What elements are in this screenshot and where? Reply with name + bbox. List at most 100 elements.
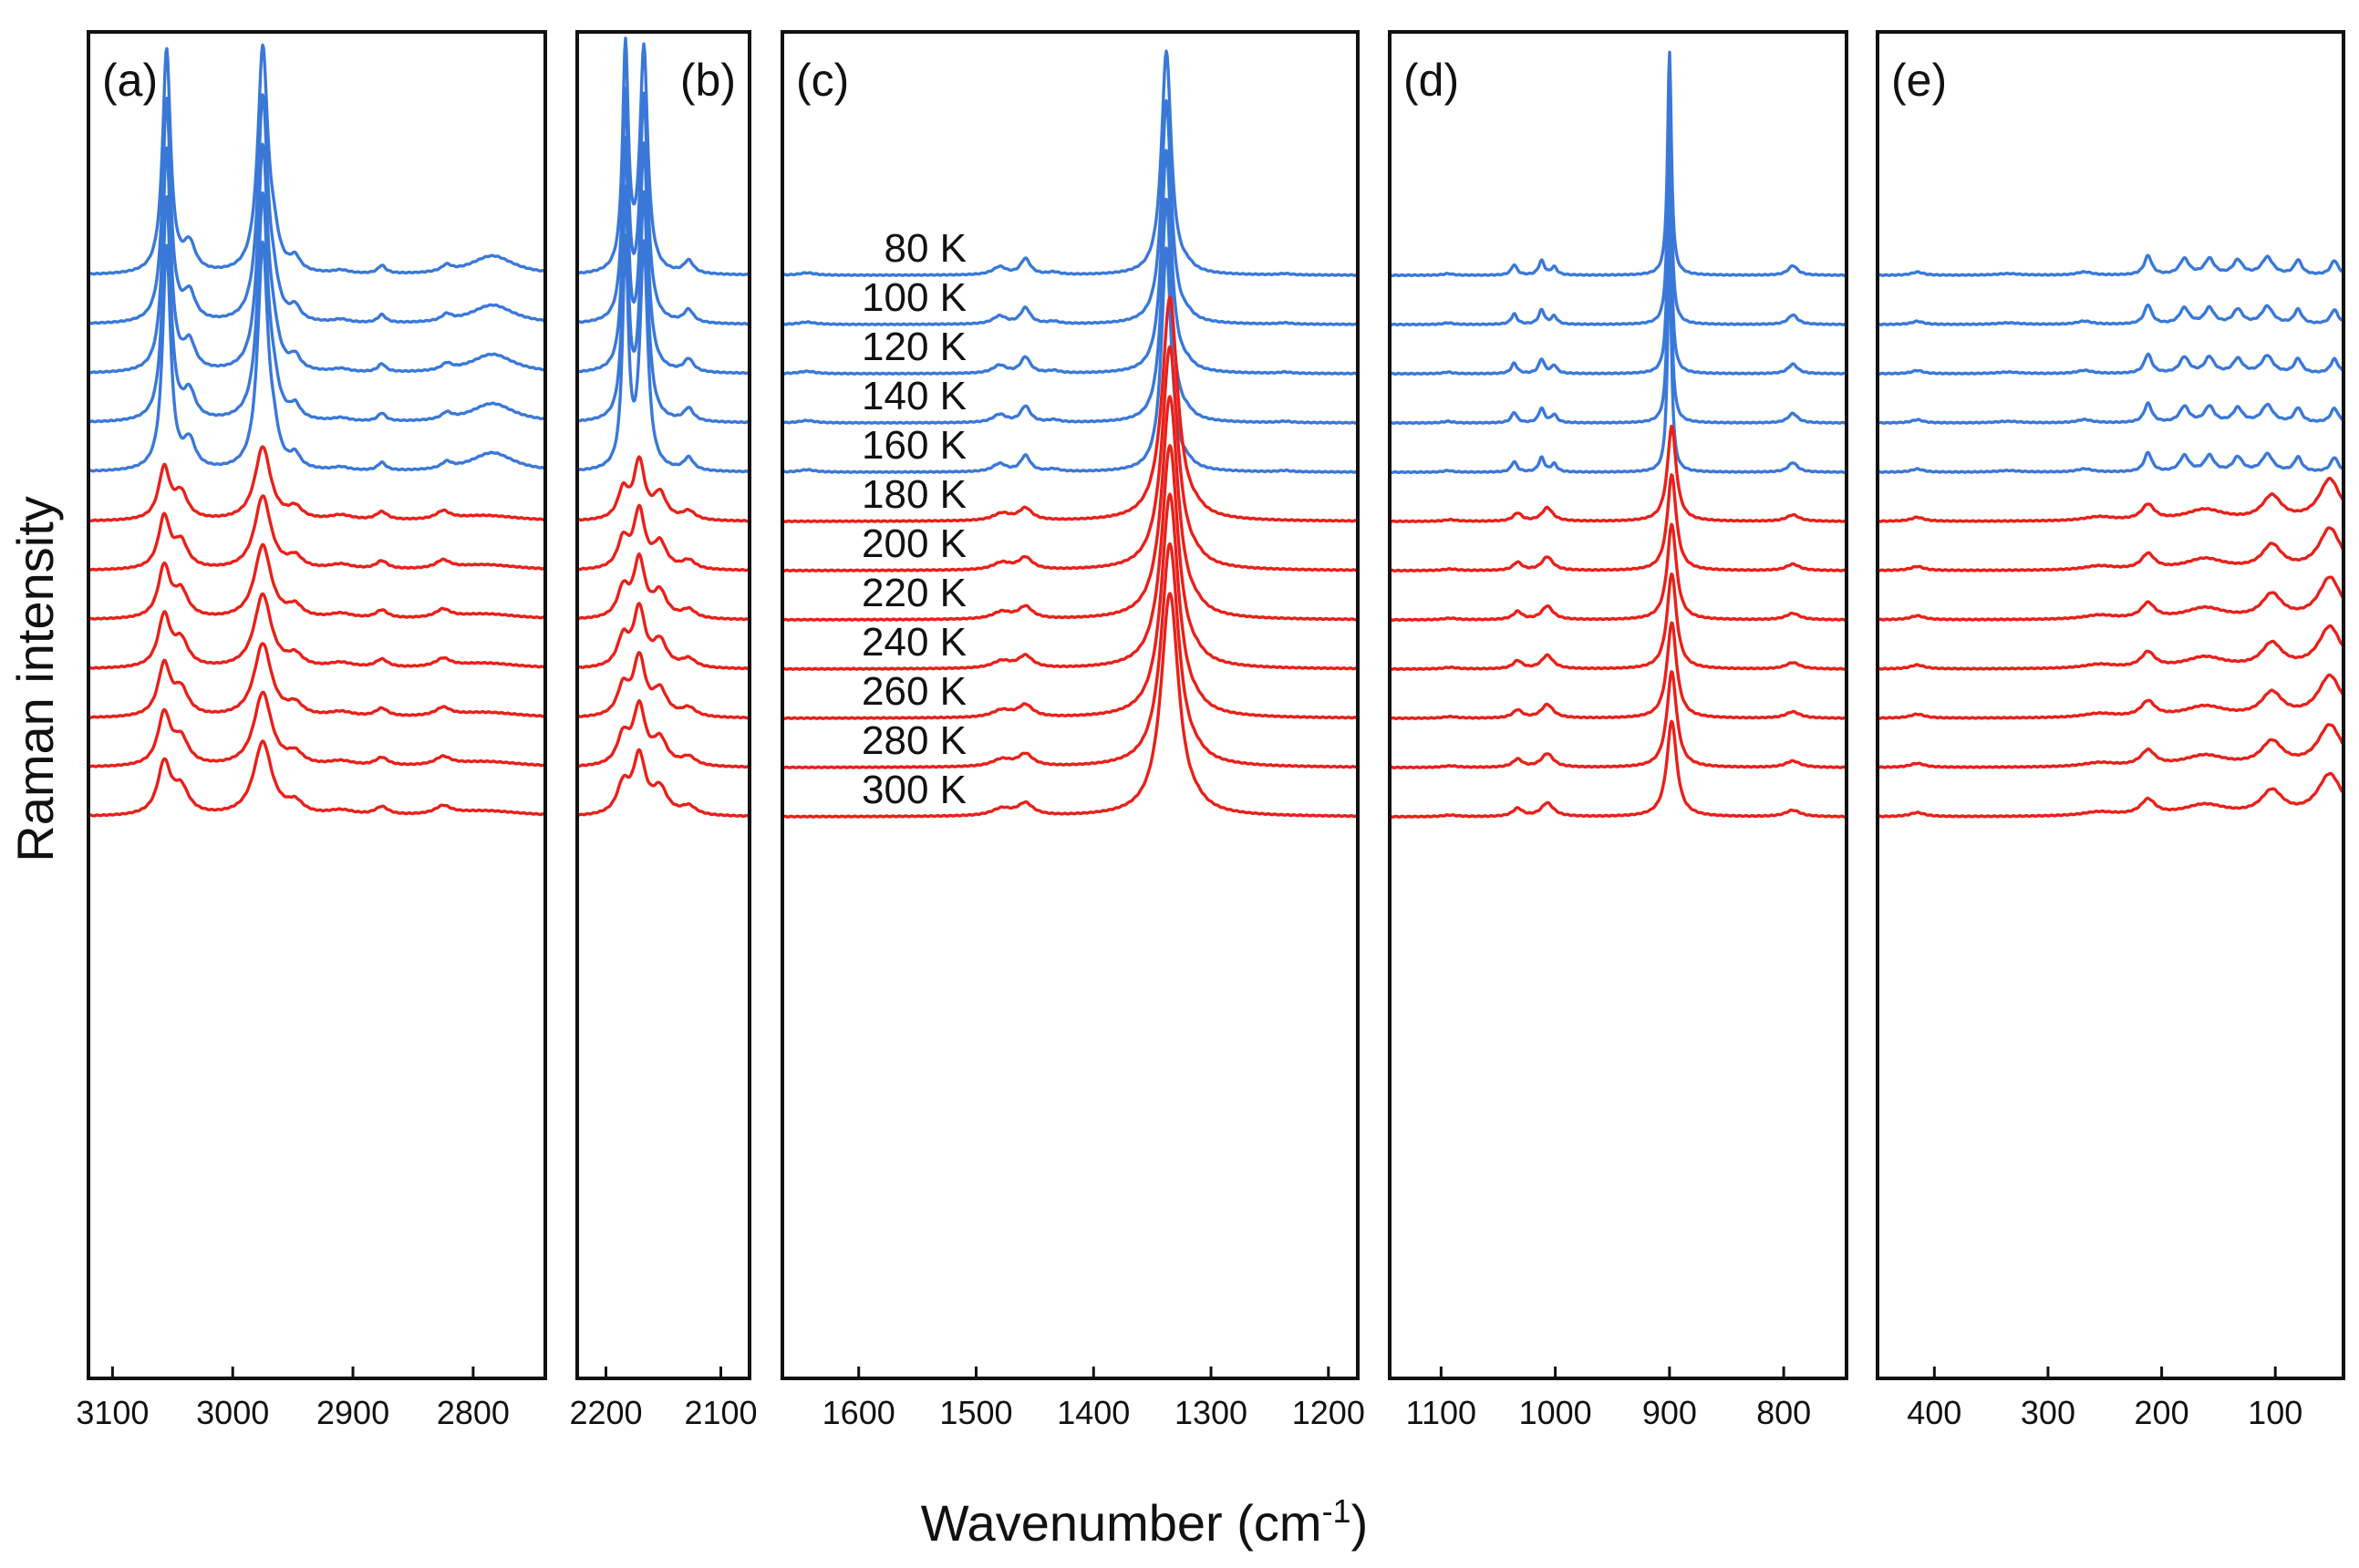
spectrum-line [1390, 573, 1847, 671]
spectrum-line [88, 43, 545, 276]
spectrum-line [1878, 450, 2343, 474]
temperature-label: 80 K [884, 226, 967, 271]
spectrum-line [1390, 670, 1847, 769]
spectrum-line [1390, 522, 1847, 622]
spectrum-line [88, 191, 545, 424]
spectrum-line [88, 494, 545, 572]
spectra-traces [782, 49, 1358, 819]
spectrum-line [1390, 621, 1847, 720]
x-tick-label: 400 [1907, 1394, 1961, 1431]
spectrum-line [577, 699, 750, 769]
spectrum-line [1878, 771, 2343, 819]
spectrum-line [782, 444, 1358, 671]
temperature-label: 300 K [862, 768, 967, 812]
x-tick-label: 2800 [437, 1394, 510, 1431]
x-tick-label: 1000 [1519, 1394, 1592, 1431]
panel-e: 400 300 200 100 (e) [1876, 30, 2345, 1431]
panel-label: (b) [680, 55, 736, 106]
spectrum-line [88, 739, 545, 818]
spectrum-line [577, 233, 750, 474]
spectrum-line [88, 642, 545, 719]
spectrum-line [577, 748, 750, 819]
panel-b: 2200 2100 (b) [569, 30, 758, 1431]
x-axis-label-superscript: -1 [1322, 1492, 1351, 1530]
spectrum-line [577, 503, 750, 573]
x-tick-label: 1100 [1406, 1394, 1476, 1431]
spectrum-line [782, 345, 1358, 573]
spectrum-line [782, 395, 1358, 622]
spectrum-line [782, 49, 1358, 277]
spectrum-line [577, 36, 750, 277]
spectrum-line [782, 492, 1358, 720]
spectrum-line [88, 592, 545, 670]
x-tick-label: 800 [1756, 1394, 1811, 1431]
temperature-label: 180 K [862, 472, 967, 517]
spectrum-line [577, 552, 750, 622]
panel-d: 1100 1000 900 800 (d) [1388, 30, 1848, 1431]
x-tick-label: 2200 [569, 1394, 642, 1431]
spectrum-line [577, 651, 750, 720]
spectrum-line [1390, 198, 1847, 425]
spectrum-line [782, 295, 1358, 523]
spectrum-line [1390, 50, 1847, 278]
temperature-label: 120 K [862, 325, 967, 369]
panel-frame [781, 30, 1360, 1380]
spectrum-line [577, 184, 750, 425]
temperature-label: 220 K [862, 571, 967, 615]
spectrum-line [577, 455, 750, 523]
spectrum-line [782, 246, 1358, 474]
x-axis-label-text: Wavenumber (cm [921, 1494, 1322, 1552]
spectrum-line [88, 445, 545, 522]
x-axis-label-suffix: ) [1351, 1494, 1369, 1552]
x-tick-label: 3000 [196, 1394, 269, 1431]
panel-frame [575, 30, 751, 1380]
panel-label: (a) [102, 55, 158, 106]
panel-label: (e) [1891, 55, 1947, 106]
spectrum-line [1390, 473, 1847, 573]
panel-frame [87, 30, 547, 1380]
temperature-label: 200 K [862, 521, 967, 566]
spectrum-line [1878, 401, 2343, 425]
temperature-label: 240 K [862, 620, 967, 665]
temperature-label: 100 K [862, 275, 967, 320]
spectrum-line [577, 136, 750, 376]
spectra-traces [1878, 253, 2343, 819]
spectrum-line [1878, 253, 2343, 277]
spectrum-line [1878, 575, 2343, 622]
x-tick-label: 3100 [76, 1394, 149, 1431]
spectrum-line [1878, 352, 2343, 376]
y-axis-label: Raman intensity [6, 496, 64, 862]
x-tick-label: 300 [2021, 1394, 2075, 1431]
temperature-label: 140 K [862, 374, 967, 418]
x-tick-label: 1300 [1174, 1394, 1247, 1431]
panel-c: 1600 1500 1400 1300 1200 (c) [781, 30, 1365, 1431]
panel-a: 3100 3000 2900 2800 (a) [76, 30, 547, 1431]
spectra-traces [577, 36, 750, 819]
spectrum-line [1878, 476, 2343, 523]
spectrum-line [88, 690, 545, 769]
spectrum-line [1878, 304, 2343, 326]
x-tick-label: 200 [2135, 1394, 2189, 1431]
spectrum-line [577, 602, 750, 671]
temperature-label: 160 K [862, 423, 967, 468]
x-tick-label: 2900 [316, 1394, 389, 1431]
spectrum-line [1390, 247, 1847, 474]
spectrum-line [1878, 673, 2343, 720]
spectrum-line [782, 149, 1358, 376]
x-axis-label: Wavenumber (cm-1) [921, 1492, 1368, 1552]
spectrum-line [1390, 150, 1847, 377]
temperature-label: 260 K [862, 669, 967, 714]
spectrum-line [88, 542, 545, 621]
x-tick-label: 1400 [1057, 1394, 1130, 1431]
x-tick-label: 1200 [1292, 1394, 1365, 1431]
spectrum-line [1390, 424, 1847, 523]
spectrum-line [1878, 624, 2343, 671]
spectrum-line [782, 98, 1358, 326]
spectrum-line [1878, 526, 2343, 573]
temperature-label: 280 K [862, 718, 967, 763]
x-tick-label: 1500 [939, 1394, 1012, 1431]
panel-frame [1876, 30, 2345, 1380]
spectrum-line [1390, 719, 1847, 819]
